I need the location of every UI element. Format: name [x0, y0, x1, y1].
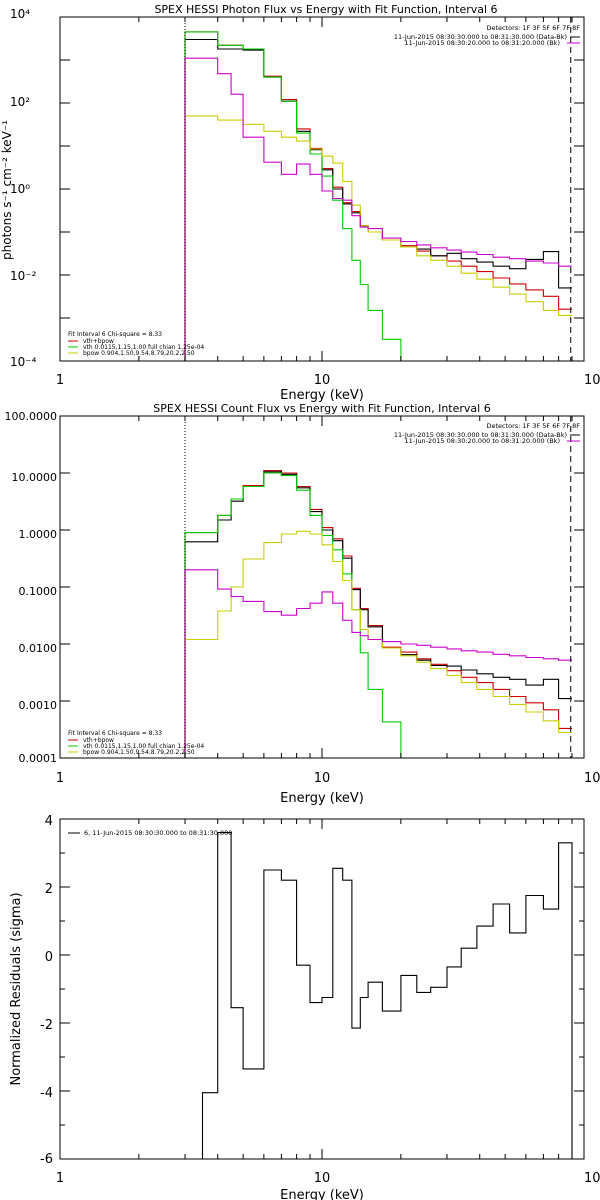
residuals-xtick-10: 10	[314, 1171, 331, 1186]
photon-flux-ylabel: photons s⁻¹ cm⁻² keV⁻¹	[0, 120, 14, 260]
residuals-ylabel: Normalized Residuals (sigma)	[9, 892, 24, 1085]
count-flux-series-group	[184, 470, 572, 759]
residuals-xtick-1: 1	[56, 1171, 64, 1186]
panel2-series-2-vth	[184, 472, 417, 759]
residuals-series-group	[185, 832, 573, 1160]
count-flux-ytick-0.001: 0.0010	[19, 699, 58, 712]
count-flux-fit-header: Fit Interval 6 Chi-square = 8.33	[68, 730, 162, 737]
residuals-ytick-neg2: -2	[40, 1018, 53, 1033]
photon-flux-xlabel: Energy (keV)	[280, 388, 364, 403]
panel1-series-4-background	[184, 57, 572, 361]
count-flux-xtick-100: 100	[584, 771, 600, 786]
photon-flux-ytick-10e2: 10²	[10, 95, 30, 109]
count-flux-axis-ticks	[59, 415, 584, 759]
panel1-series-2-vth	[184, 31, 417, 362]
panel2-series-3-bpow	[184, 530, 572, 758]
count-flux-ytick-1: 1.0000	[19, 528, 58, 541]
residuals-ytick-2: 2	[45, 882, 53, 897]
residuals-xtick-100: 100	[584, 1171, 600, 1186]
count-flux-title: SPEX HESSI Count Flux vs Energy with Fit…	[153, 402, 490, 415]
photon-flux-xtick-10: 10	[314, 373, 331, 388]
residuals-xlabel: Energy (keV)	[280, 1188, 364, 1200]
panel1-series-0-total-fit	[184, 31, 572, 361]
photon-flux-bk-interval: 11-Jun-2015 08:30:20.000 to 08:31:20.000…	[405, 39, 560, 47]
panel2-series-4-background	[184, 569, 572, 758]
photon-flux-axis-ticks	[59, 16, 584, 362]
photon-flux-bpow-label: bpow 0.904,1.50,9.54,8.79,20.2,2.50	[83, 350, 195, 357]
photon-flux-ytick-10e0: 10⁰	[10, 182, 30, 196]
photon-flux-fit-label: vth+bpow	[83, 338, 114, 345]
photon-flux-threshold-lines	[184, 17, 572, 361]
panel3-series-0-data	[185, 832, 573, 1160]
count-flux-threshold-lines	[184, 416, 572, 758]
count-flux-panel: SPEX HESSI Count Flux vs Energy with Fit…	[5, 402, 600, 806]
residuals-panel: 4 2 0 -2 -4 -6 1 10 100 Energy (keV) Nor…	[9, 814, 600, 1200]
count-flux-bk-interval: 11-Jun-2015 08:30:20.000 to 08:31:20.000…	[405, 437, 560, 445]
count-flux-plot-frame	[59, 415, 585, 759]
residuals-ytick-0: 0	[45, 950, 53, 965]
count-flux-xlabel: Energy (keV)	[280, 791, 364, 806]
residuals-axis-ticks	[59, 818, 584, 1160]
photon-flux-ytick-10e-2: 10⁻²	[10, 269, 37, 283]
photon-flux-title: SPEX HESSI Photon Flux vs Energy with Fi…	[154, 3, 497, 16]
photon-flux-detectors: Detectors: 1F 3F 5F 6F 7F 8F	[486, 24, 580, 32]
count-flux-ytick-0.1: 0.1000	[19, 585, 58, 598]
photon-flux-data-interval: 11-Jun-2015 08:30:30.000 to 08:31:30.000…	[394, 33, 567, 41]
residuals-ytick-4: 4	[45, 814, 53, 829]
panel2-series-0-total-fit	[184, 470, 572, 758]
count-flux-ytick-100: 100.0000	[5, 410, 58, 423]
photon-flux-fit-header: Fit Interval 6 Chi-square = 8.33	[68, 331, 162, 338]
residuals-plot-frame	[59, 818, 585, 1160]
residuals-legend: 6, 11-Jun-2015 08:30:30.000 to 08:31:30.…	[84, 829, 232, 837]
count-flux-vth-label: vth 0.0115,1.15,1.00 full chian 1.25e-04	[83, 743, 204, 750]
count-flux-bpow-label: bpow 0.904,1.50,9.54,8.79,20.2,2.50	[83, 749, 195, 756]
photon-flux-ytick-10e-4: 10⁻⁴	[10, 355, 37, 369]
panel1-series-3-bpow	[184, 115, 572, 361]
count-flux-data-interval: 11-Jun-2015 08:30:30.000 to 08:31:30.000…	[394, 431, 567, 439]
count-flux-fit-label: vth+bpow	[83, 737, 114, 744]
photon-flux-series-group	[184, 31, 572, 362]
count-flux-ytick-0.01: 0.0100	[19, 642, 58, 655]
count-flux-xtick-10: 10	[314, 771, 331, 786]
count-flux-ytick-10: 10.0000	[12, 471, 58, 484]
panel1-series-1-data	[184, 38, 572, 361]
count-flux-detectors: Detectors: 1F 3F 5F 6F 7F 8F	[486, 422, 580, 430]
photon-flux-ytick-10e4: 10⁴	[10, 7, 30, 21]
photon-flux-panel: SPEX HESSI Photon Flux vs Energy with Fi…	[0, 3, 600, 403]
residuals-ytick-neg4: -4	[40, 1086, 53, 1101]
residuals-ytick-neg6: -6	[40, 1152, 53, 1167]
photon-flux-xtick-100: 100	[584, 373, 600, 388]
panel2-series-1-data	[184, 471, 572, 758]
count-flux-xtick-1: 1	[56, 771, 64, 786]
count-flux-ytick-0.0001: 0.0001	[19, 752, 58, 765]
photon-flux-xtick-1: 1	[56, 373, 64, 388]
photon-flux-vth-label: vth 0.0115,1.15,1.00 full chian 1.25e-04	[83, 344, 204, 351]
